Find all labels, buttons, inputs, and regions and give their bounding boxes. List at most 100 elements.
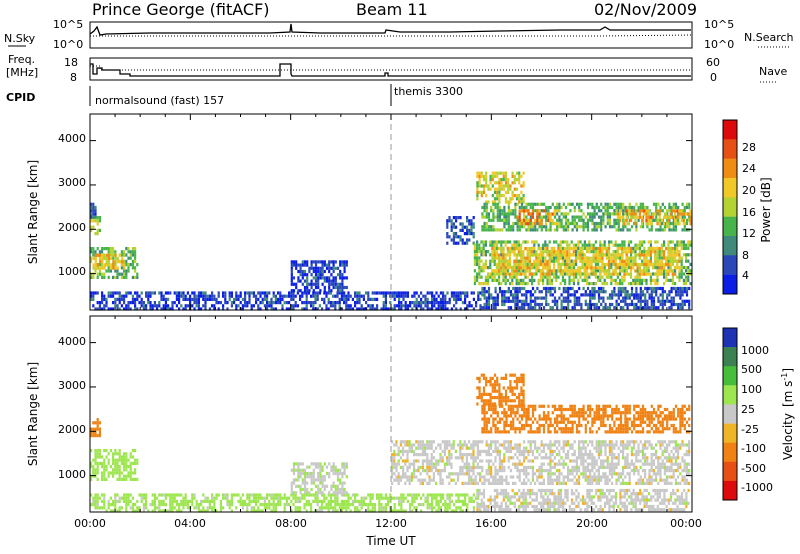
power-heat-cell-5 (323, 260, 326, 264)
power-heat-cell-4 (345, 301, 348, 305)
power-heat-cell-8 (496, 202, 499, 206)
power-heat-cell-12 (517, 266, 520, 270)
vel-heat-cell-4 (465, 453, 468, 457)
power-heat-cell-11 (528, 278, 531, 282)
power-heat-cell-12 (603, 263, 606, 267)
power-heat-cell-8 (628, 205, 631, 210)
power-heat-cell-12 (517, 247, 520, 251)
vel-heat-cell-2 (224, 493, 227, 497)
power-heat-cell-4 (219, 301, 222, 305)
power-heat-cell-11 (542, 259, 545, 263)
vel-heat-cell-4 (393, 456, 396, 460)
power-heat-cell-13 (663, 299, 667, 303)
power-heat-cell-11 (524, 282, 527, 286)
vel-heat-cell-4 (448, 472, 451, 476)
power-heat-cell-12 (528, 250, 531, 254)
vel-heat-cell-2 (371, 509, 374, 513)
vel-heat-cell-2 (426, 496, 429, 500)
power-heat-cell-7 (476, 174, 479, 178)
power-heat-cell-4 (378, 291, 381, 295)
power-heat-cell-13 (655, 306, 658, 310)
vel-heat-cell-0 (94, 434, 97, 438)
power-heat-cell-12 (649, 247, 652, 251)
power-heat-cell-8 (593, 225, 596, 229)
power-heat-cell-13 (659, 293, 662, 297)
power-heat-cell-13 (613, 293, 616, 297)
power-heat-cell-8 (534, 209, 537, 213)
power-heat-cell-8 (503, 205, 506, 210)
power-y-ticks: 1000 2000 3000 4000 (58, 132, 86, 278)
power-heat-cell-4 (140, 301, 143, 305)
power-heat-cell-8 (589, 212, 592, 216)
power-heat-cell-12 (660, 250, 663, 254)
power-heat-cell-11 (610, 240, 613, 244)
vel-heat-cell-2 (211, 493, 214, 497)
power-heat-cell-7 (511, 174, 514, 178)
vel-heat-cell-3 (319, 487, 322, 492)
vel-heat-cell-1 (114, 458, 117, 462)
power-heat-cell-11 (680, 272, 683, 276)
power-heat-cell-4 (433, 294, 436, 298)
vel-heat-cell-2 (466, 506, 469, 510)
power-heat-cell-13 (670, 286, 673, 291)
power-heat-cell-5 (325, 279, 329, 283)
vel-heat-cell-3 (341, 481, 344, 485)
power-heat-cell-4 (147, 301, 150, 305)
vel-heat-cell-2 (255, 493, 258, 497)
power-heat-cell-4 (162, 297, 165, 301)
vel-heat-cell-2 (193, 496, 196, 500)
power-heat-cell-2 (101, 247, 104, 251)
power-heat-cell-13 (608, 302, 612, 307)
power-heat-cell-13 (661, 302, 664, 307)
power-heat-cell-11 (619, 256, 622, 260)
vel-heat-cell-4 (413, 462, 416, 466)
vel-heat-cell-2 (294, 499, 297, 503)
power-heat-cell-13 (567, 306, 570, 310)
power-heat-cell-13 (659, 299, 662, 303)
power-heat-cell-12 (601, 269, 604, 273)
vel-heat-cell-4 (424, 453, 427, 457)
vel-heat-cell-2 (149, 503, 152, 507)
vel-heat-cell-2 (400, 496, 403, 500)
power-heat-cell-7 (509, 197, 512, 201)
vel-heat-cell-4 (413, 475, 416, 479)
power-heat-cell-8 (525, 215, 528, 219)
power-heat-cell-8 (683, 215, 686, 219)
vel-heat-cell-4 (424, 478, 427, 482)
power-heat-cell-0 (92, 219, 95, 223)
power-heat-cell-2 (134, 256, 137, 260)
power-heat-cell-13 (604, 306, 607, 310)
vel-heat-cell-1 (96, 468, 99, 472)
vel-heat-cell-4 (461, 469, 464, 473)
power-heat-cell-4 (312, 301, 315, 305)
power-heat-cell-13 (518, 290, 521, 294)
freq-label-1: Freq. (8, 53, 35, 66)
power-heat-cell-7 (480, 171, 483, 175)
power-heat-cell-4 (246, 291, 249, 295)
vel-heat-cell-2 (241, 499, 244, 503)
power-heat-cell-13 (681, 306, 684, 310)
power-heat-cell-10 (634, 218, 637, 223)
power-heat-cell-8 (571, 202, 574, 206)
vel-heat-cell-4 (465, 459, 468, 463)
power-heat-cell-8 (606, 205, 609, 210)
vel-heat-cell-3 (312, 471, 315, 476)
power-heat-cell-7 (491, 194, 494, 198)
vel-heat-cell-2 (475, 496, 478, 500)
power-heat-cell-4 (279, 291, 282, 295)
power-heat-cell-8 (536, 228, 539, 232)
vel-heat-cell-2 (389, 496, 392, 500)
power-heat-cell-7 (504, 174, 508, 178)
power-heat-cell-12 (537, 266, 540, 270)
power-heat-cell-11 (689, 282, 692, 286)
power-heat-cell-6 (459, 216, 462, 220)
power-heat-cell-11 (513, 240, 516, 244)
power-heat-cell-13 (553, 299, 557, 303)
power-heat-cell-4 (384, 297, 387, 301)
power-heat-cell-4 (479, 297, 482, 301)
vel-heat-cell-3 (308, 491, 311, 495)
vel-heat-cell-0 (96, 421, 99, 425)
vel-heat-cell-3 (297, 484, 300, 488)
power-heat-cell-2 (136, 275, 139, 279)
power-heat-cell-10 (652, 215, 655, 219)
